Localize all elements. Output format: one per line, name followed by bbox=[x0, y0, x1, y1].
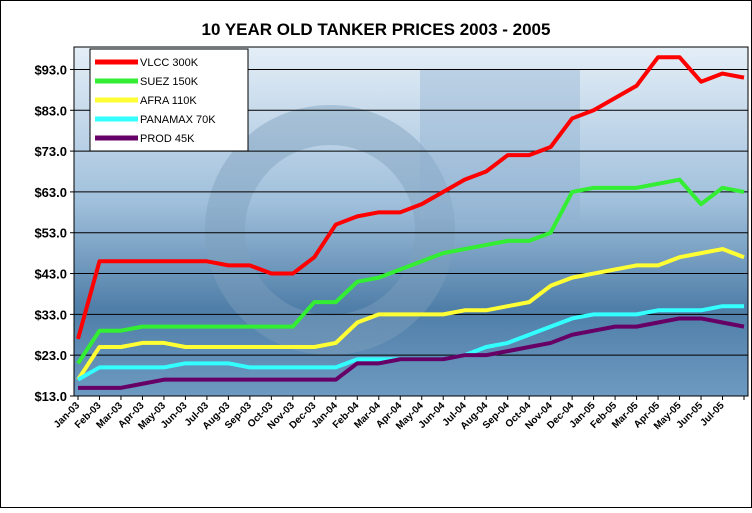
y-tick-label: $53.0 bbox=[34, 226, 67, 241]
legend-label: VLCC 300K bbox=[140, 57, 199, 69]
series-line bbox=[76, 55, 745, 340]
legend-label: SUEZ 150K bbox=[140, 76, 199, 88]
watermark bbox=[420, 70, 580, 220]
y-tick-label: $13.0 bbox=[34, 389, 67, 404]
y-tick-label: $93.0 bbox=[34, 62, 67, 77]
y-tick-label: $83.0 bbox=[34, 103, 67, 118]
chart-title: 10 YEAR OLD TANKER PRICES 2003 - 2005 bbox=[202, 20, 551, 39]
series-line bbox=[76, 177, 745, 365]
y-tick-label: $43.0 bbox=[34, 267, 67, 282]
watermark bbox=[205, 105, 455, 355]
legend-label: AFRA 110K bbox=[140, 95, 197, 107]
series-line bbox=[76, 247, 745, 381]
y-tick-label: $73.0 bbox=[34, 144, 67, 159]
y-tick-label: $33.0 bbox=[34, 307, 67, 322]
series-line bbox=[78, 316, 745, 390]
y-tick-label: $23.0 bbox=[34, 348, 67, 363]
legend-label: PANAMAX 70K bbox=[140, 114, 216, 126]
legend-label: PROD 45K bbox=[140, 133, 195, 145]
plot-border bbox=[73, 46, 749, 397]
y-tick-label: $63.0 bbox=[34, 185, 67, 200]
